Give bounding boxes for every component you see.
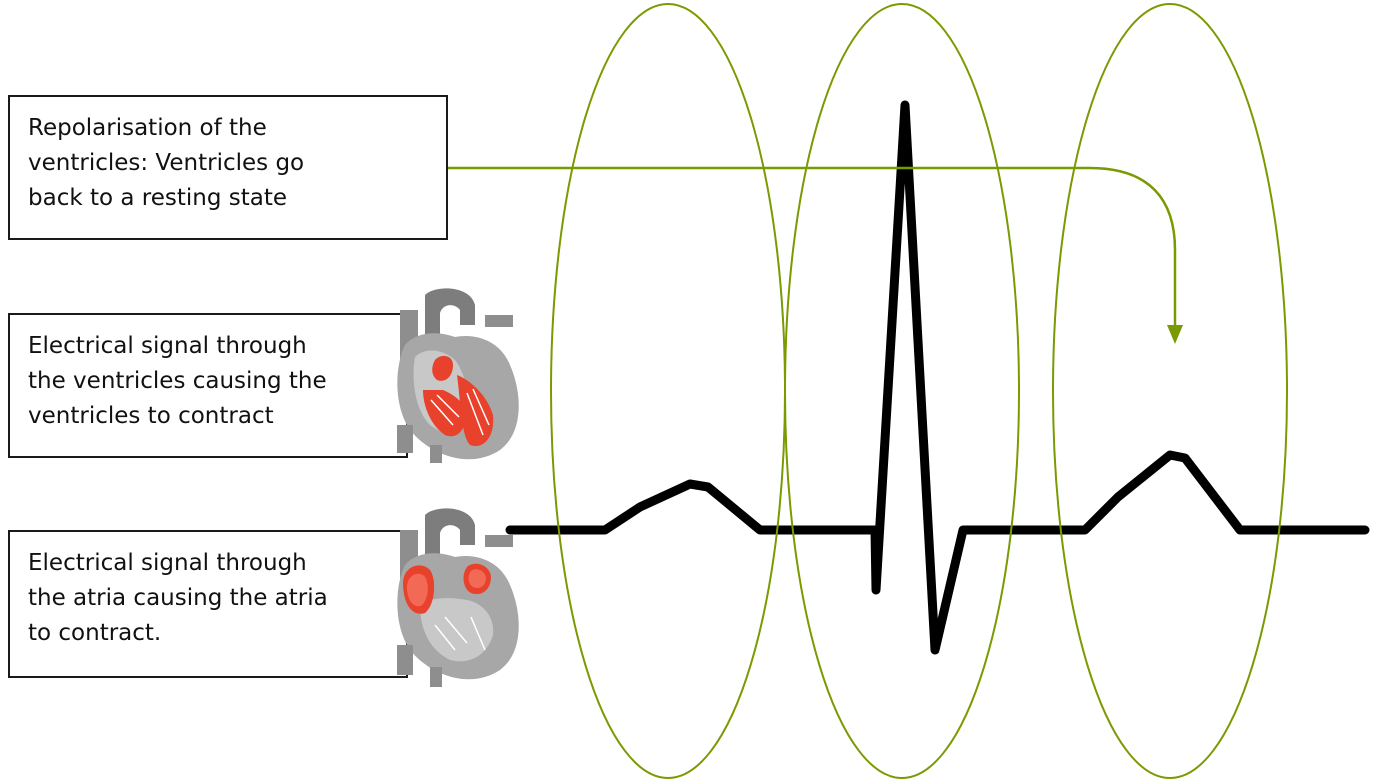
heart-ventricles-highlighted-icon bbox=[397, 288, 519, 463]
atria-line-3: to contract. bbox=[28, 620, 162, 646]
atria-line-2: the atria causing the atria bbox=[28, 585, 328, 611]
ventricles-line-3: ventricles to contract bbox=[28, 403, 274, 429]
ventricles-label-box: Electrical signal through the ventricles… bbox=[8, 313, 408, 458]
atria-line-1: Electrical signal through bbox=[28, 550, 307, 576]
repolarisation-line-1: Repolarisation of the bbox=[28, 115, 267, 141]
ventricles-line-1: Electrical signal through bbox=[28, 333, 307, 359]
arrow-head-icon bbox=[1167, 325, 1183, 344]
repolarisation-line-2: ventricles: Ventricles go bbox=[28, 150, 305, 176]
atria-label-box: Electrical signal through the atria caus… bbox=[8, 530, 408, 678]
p-wave-ellipse bbox=[550, 3, 786, 779]
t-wave-ellipse bbox=[1052, 3, 1288, 779]
repolarisation-arrow bbox=[410, 166, 1177, 325]
heart-atria-highlighted-icon bbox=[397, 508, 519, 687]
ventricles-line-2: the ventricles causing the bbox=[28, 368, 327, 394]
ecg-trace bbox=[505, 100, 1370, 655]
repolarisation-label-box: Repolarisation of the ventricles: Ventri… bbox=[8, 95, 448, 240]
repolarisation-line-3: back to a resting state bbox=[28, 185, 288, 211]
qrs-complex-ellipse bbox=[784, 3, 1020, 779]
